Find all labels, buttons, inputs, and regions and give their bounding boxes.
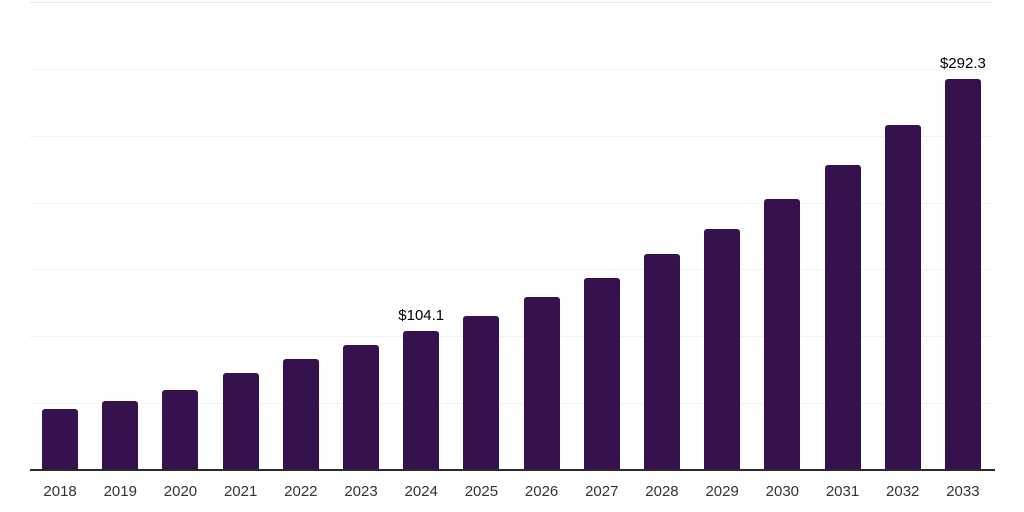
bar-2020	[162, 389, 199, 470]
x-tick-2030: 2030	[765, 483, 800, 500]
bar-2024	[403, 330, 440, 470]
x-tick-2020: 2020	[163, 483, 198, 500]
x-tick-2018: 2018	[43, 483, 77, 500]
bar-group-2030	[752, 0, 812, 470]
bar-group-2023	[331, 0, 391, 470]
bar-2032	[884, 124, 921, 470]
gridline-150	[30, 269, 993, 271]
x-tick-2028: 2028	[645, 483, 679, 500]
bar-2022	[282, 358, 319, 470]
bar-2018	[42, 408, 79, 470]
bar-2031	[824, 165, 861, 470]
bar-group-2026	[512, 0, 572, 470]
bar-2030	[764, 199, 801, 470]
bar-group-2020	[150, 0, 210, 470]
x-tick-2021: 2021	[223, 483, 258, 500]
gridline-50	[30, 403, 993, 405]
gridline-100	[30, 336, 993, 338]
bar-2019	[102, 401, 139, 470]
x-tick-2032: 2032	[886, 483, 920, 500]
x-tick-2024: 2024	[404, 483, 438, 500]
bar-2023	[343, 345, 380, 470]
bar-2027	[583, 277, 620, 470]
x-tick-2022: 2022	[284, 483, 318, 500]
bar-2026	[523, 297, 560, 470]
x-tick-2033: 2033	[946, 483, 980, 500]
bar-2033	[944, 79, 981, 470]
bar-2028	[643, 254, 680, 470]
bar-group-2033: $292.3	[933, 0, 993, 470]
x-tick-2026: 2026	[524, 483, 559, 500]
bar-group-2022	[271, 0, 331, 470]
bar-group-2021	[211, 0, 271, 470]
x-tick-2025: 2025	[464, 483, 499, 500]
bar-group-2018	[30, 0, 90, 470]
x-tick-2023: 2023	[344, 483, 378, 500]
value-label-2033: $292.3	[939, 55, 986, 73]
x-tick-2031: 2031	[825, 483, 860, 500]
bar-2021	[222, 372, 259, 470]
bar-2029	[704, 229, 741, 470]
bar-group-2024: $104.1	[391, 0, 451, 470]
bar-group-2027	[572, 0, 632, 470]
bar-group-2019	[90, 0, 150, 470]
x-tick-2019: 2019	[103, 483, 137, 500]
bar-group-2028	[632, 0, 692, 470]
x-tick-2027: 2027	[585, 483, 619, 500]
bar-2025	[463, 315, 500, 470]
bar-group-2029	[692, 0, 752, 470]
bar-group-2032	[873, 0, 933, 470]
bar-group-2025	[451, 0, 511, 470]
gridline-200	[30, 202, 993, 204]
gridline-300	[30, 68, 993, 70]
x-axis-line	[30, 469, 995, 471]
plot-area: $104.1 $292.3	[30, 0, 995, 471]
value-label-2024: $104.1	[398, 306, 445, 324]
bar-group-2031	[812, 0, 872, 470]
gridline-250	[30, 135, 993, 137]
gridline-350	[30, 2, 993, 3]
x-axis-tick-labels: 2018 2019 2020 2021 2022 2023 2024 2025 2026 2027…	[30, 482, 993, 502]
bar-series: $104.1 $292.3	[30, 0, 993, 470]
x-tick-2029: 2029	[705, 483, 739, 500]
